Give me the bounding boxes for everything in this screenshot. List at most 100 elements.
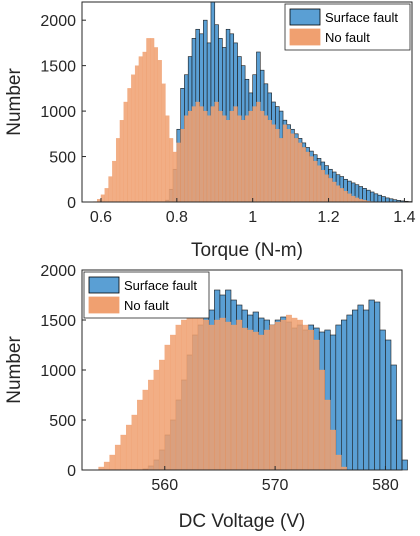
voltage-ytick-label: 0	[67, 463, 76, 480]
torque-bar-no-fault	[305, 151, 310, 203]
torque-bar-surface-fault	[385, 197, 390, 203]
torque-bar-no-fault	[335, 185, 341, 203]
voltage-legend-label-surface-fault: Surface fault	[124, 278, 197, 293]
voltage-bar-surface-fault	[396, 419, 403, 471]
torque-legend-label-no-fault: No fault	[325, 30, 370, 45]
torque-bar-no-fault	[290, 133, 295, 203]
voltage-bar-no-fault	[252, 331, 259, 471]
torque-xtick-label: 0.8	[166, 209, 188, 226]
voltage-bar-no-fault	[302, 324, 309, 471]
voltage-bar-surface-fault	[352, 309, 359, 471]
torque-bar-no-fault	[313, 160, 318, 203]
torque-bar-no-fault	[131, 74, 136, 203]
torque-bar-no-fault	[260, 110, 265, 203]
torque-bar-no-fault	[332, 181, 337, 203]
torque-bar-no-fault	[298, 142, 303, 203]
torque-bar-no-fault	[233, 106, 238, 203]
torque-bar-no-fault	[195, 101, 200, 203]
voltage-bar-no-fault	[148, 379, 154, 471]
voltage-bar-no-fault	[241, 327, 248, 471]
voltage-bar-surface-fault	[379, 329, 386, 471]
torque-ylabel: Number	[4, 68, 25, 136]
torque-bar-no-fault	[165, 115, 170, 203]
torque-bar-no-fault	[119, 120, 124, 203]
torque-bar-no-fault	[275, 129, 280, 203]
torque-bar-no-fault	[244, 115, 250, 203]
torque-bar-no-fault	[134, 65, 140, 203]
voltage-bar-no-fault	[114, 444, 121, 471]
torque-bar-surface-fault	[362, 188, 367, 203]
voltage-bar-no-fault	[263, 329, 270, 471]
voltage-ticks: 560 570 580 0 500 1000 1500 2000	[40, 263, 398, 494]
voltage-bar-no-fault	[285, 314, 292, 471]
voltage-bar-no-fault	[214, 319, 221, 471]
torque-bar-no-fault	[263, 115, 269, 203]
voltage-bar-no-fault	[142, 389, 149, 471]
torque-bar-no-fault	[150, 38, 155, 203]
voltage-bar-no-fault	[335, 454, 342, 471]
voltage-bar-surface-fault	[390, 364, 397, 471]
torque-bar-no-fault	[176, 142, 181, 203]
voltage-bar-surface-fault	[335, 324, 342, 471]
torque-bar-no-fault	[320, 170, 325, 203]
voltage-bar-no-fault	[186, 314, 193, 471]
voltage-ylabel: Number	[4, 336, 25, 404]
voltage-legend-swatch-surface-fault	[88, 276, 120, 294]
torque-bar-no-fault	[252, 106, 257, 203]
torque-bar-no-fault	[188, 110, 193, 203]
torque-ytick-label: 2000	[40, 13, 76, 30]
torque-ytick-label: 500	[49, 150, 76, 167]
voltage-bar-surface-fault	[374, 301, 381, 471]
voltage-bar-no-fault	[159, 359, 165, 471]
torque-bar-no-fault	[351, 195, 356, 203]
torque-bar-no-fault	[108, 176, 113, 203]
torque-bar-no-fault	[301, 147, 306, 203]
voltage-bar-no-fault	[274, 321, 281, 471]
voltage-bar-surface-fault	[341, 319, 348, 471]
torque-bar-no-fault	[184, 115, 189, 203]
voltage-bar-no-fault	[103, 461, 110, 471]
torque-bar-no-fault	[146, 38, 151, 203]
voltage-bar-no-fault	[109, 454, 116, 471]
voltage-bar-no-fault	[269, 324, 276, 471]
voltage-legend-label-no-fault: No fault	[124, 298, 169, 313]
torque-bar-no-fault	[241, 120, 246, 203]
voltage-bar-no-fault	[192, 309, 199, 471]
torque-ytick-label: 0	[67, 195, 76, 212]
voltage-bar-no-fault	[324, 399, 331, 471]
torque-xtick-label: 1	[248, 209, 257, 226]
voltage-bar-no-fault	[247, 329, 254, 471]
voltage-bar-no-fault	[131, 414, 138, 471]
voltage-bar-no-fault	[319, 369, 325, 471]
torque-bar-no-fault	[279, 138, 284, 203]
torque-bar-no-fault	[294, 138, 299, 203]
torque-bar-no-fault	[214, 101, 219, 203]
voltage-ytick-label: 1500	[40, 313, 76, 330]
torque-bar-no-fault	[256, 101, 261, 203]
voltage-xtick-label: 560	[151, 477, 178, 494]
torque-bar-no-fault	[218, 110, 223, 203]
voltage-bar-no-fault	[313, 339, 320, 471]
voltage-ytick-label: 2000	[40, 263, 76, 280]
voltage-bar-surface-fault	[363, 309, 370, 471]
torque-bar-no-fault	[248, 110, 253, 203]
torque-bar-no-fault	[142, 51, 147, 203]
voltage-ytick-label: 1000	[40, 363, 76, 380]
torque-bar-no-fault	[267, 120, 272, 203]
torque-xtick-label: 1.4	[393, 209, 415, 226]
torque-bar-no-fault	[343, 190, 348, 203]
torque-bar-no-fault	[207, 115, 212, 203]
voltage-bar-no-fault	[125, 424, 132, 471]
voltage-xtick-label: 580	[372, 477, 399, 494]
voltage-bar-surface-fault	[385, 339, 392, 471]
torque-bar-surface-fault	[373, 193, 379, 203]
torque-xlabel: Torque (N-m)	[191, 240, 303, 261]
voltage-legend: Surface fault No fault	[83, 271, 210, 319]
voltage-bar-no-fault	[291, 317, 298, 471]
torque-bar-no-fault	[309, 156, 314, 203]
torque-bar-no-fault	[100, 194, 105, 203]
torque-bar-no-fault	[324, 174, 329, 203]
voltage-bar-no-fault	[225, 321, 232, 471]
torque-chart: 0.6 0.8 1 1.2 1.4 0 500 1000 1500 2000 Torque (N-…	[4, 1, 416, 261]
